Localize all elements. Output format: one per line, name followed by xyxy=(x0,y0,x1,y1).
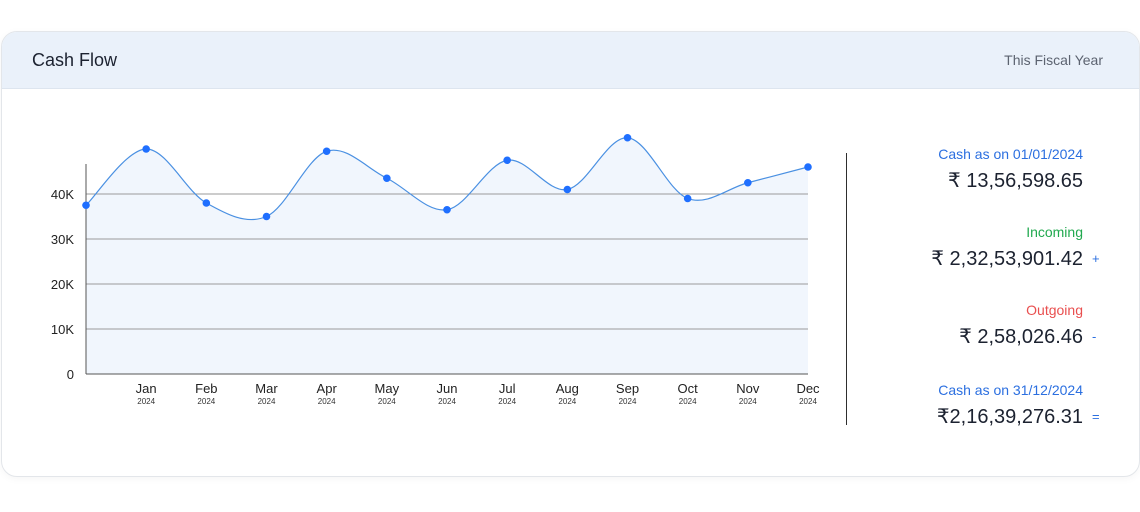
y-tick-label: 40K xyxy=(51,187,74,202)
y-tick-label: 20K xyxy=(51,277,74,292)
data-point[interactable] xyxy=(683,194,692,203)
x-tick-label: Nov xyxy=(736,381,760,396)
x-tick-year: 2024 xyxy=(137,397,155,406)
x-tick-label: Sep xyxy=(616,381,639,396)
period-selector[interactable]: This Fiscal Year xyxy=(1004,52,1103,68)
x-tick-year: 2024 xyxy=(258,397,276,406)
x-tick-year: 2024 xyxy=(318,397,336,406)
y-tick-label: 10K xyxy=(51,322,74,337)
data-point[interactable] xyxy=(322,147,331,156)
x-tick-year: 2024 xyxy=(558,397,576,406)
card-header: Cash Flow This Fiscal Year xyxy=(2,32,1139,89)
data-point[interactable] xyxy=(443,205,451,214)
data-point[interactable] xyxy=(82,201,90,210)
x-tick-label: Jul xyxy=(499,381,516,396)
opening-value: ₹ 13,56,598.65 xyxy=(947,170,1083,192)
data-point[interactable] xyxy=(744,178,752,187)
incoming-label: Incoming xyxy=(1026,224,1083,240)
data-point[interactable] xyxy=(623,133,632,142)
incoming-total: Incoming ₹ 2,32,53,901.42 xyxy=(931,224,1083,271)
x-tick-label: Jun xyxy=(437,381,458,396)
outgoing-label: Outgoing xyxy=(1026,302,1083,318)
x-tick-label: May xyxy=(375,381,400,396)
x-tick-year: 2024 xyxy=(739,397,757,406)
cash-flow-chart: 010K20K30K40KJan2024Feb2024Mar2024Apr202… xyxy=(51,133,820,406)
closing-balance: Cash as on 31/12/2024 ₹2,16,39,276.31 xyxy=(937,382,1083,429)
x-tick-year: 2024 xyxy=(799,397,817,406)
divider xyxy=(846,153,847,425)
closing-value: ₹2,16,39,276.31 xyxy=(936,406,1083,428)
x-tick-year: 2024 xyxy=(438,397,456,406)
area-fill xyxy=(86,137,808,374)
opening-balance: Cash as on 01/01/2024 ₹ 13,56,598.65 xyxy=(938,146,1083,193)
x-tick-year: 2024 xyxy=(619,397,637,406)
data-point[interactable] xyxy=(804,163,812,171)
data-point[interactable] xyxy=(142,145,150,153)
outgoing-value: ₹ 2,58,026.46 xyxy=(959,326,1083,348)
x-tick-label: Apr xyxy=(317,381,338,396)
equals-sign: = xyxy=(1092,409,1100,424)
y-tick-label: 0 xyxy=(67,367,74,382)
data-point[interactable] xyxy=(202,199,211,207)
data-point[interactable] xyxy=(383,174,391,183)
x-tick-year: 2024 xyxy=(498,397,516,406)
x-tick-year: 2024 xyxy=(197,397,215,406)
closing-label: Cash as on 31/12/2024 xyxy=(938,382,1083,398)
x-tick-label: Jan xyxy=(136,381,157,396)
x-tick-year: 2024 xyxy=(679,397,697,406)
plus-sign: + xyxy=(1092,251,1100,266)
x-tick-label: Aug xyxy=(556,381,579,396)
incoming-value: ₹ 2,32,53,901.42 xyxy=(931,248,1083,270)
x-tick-label: Mar xyxy=(255,381,278,396)
data-point[interactable] xyxy=(563,185,572,194)
card-title: Cash Flow xyxy=(32,50,118,70)
cash-flow-card: Cash Flow This Fiscal Year 0 10K 20K 30K 40K… xyxy=(1,31,1140,477)
x-tick-label: Dec xyxy=(796,381,820,396)
x-tick-label: Oct xyxy=(678,381,699,396)
opening-label: Cash as on 01/01/2024 xyxy=(938,146,1083,162)
x-tick-year: 2024 xyxy=(378,397,396,406)
y-tick-label: 30K xyxy=(51,232,74,247)
outgoing-total: Outgoing ₹ 2,58,026.46 xyxy=(959,302,1083,349)
minus-sign: - xyxy=(1092,329,1097,344)
data-point[interactable] xyxy=(503,156,511,165)
x-tick-label: Feb xyxy=(195,381,217,396)
data-point[interactable] xyxy=(262,212,271,221)
